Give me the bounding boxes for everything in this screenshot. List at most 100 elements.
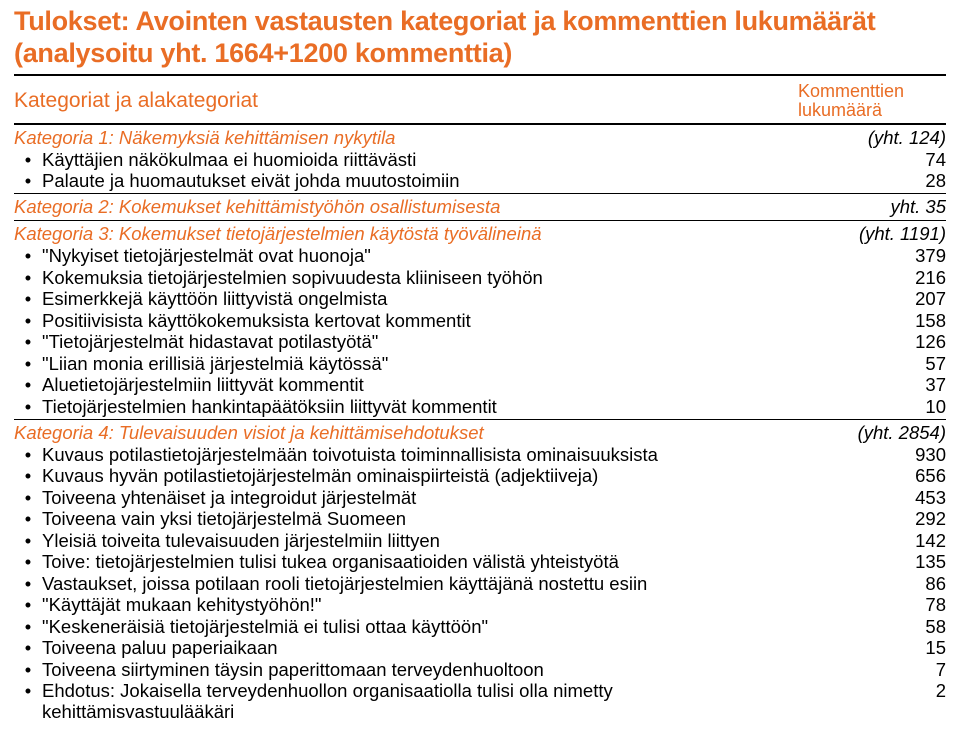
list-item: •Kuvaus potilastietojärjestelmään toivot… xyxy=(14,444,946,465)
list-item: •Käyttäjien näkökulmaa ei huomioida riit… xyxy=(14,149,946,170)
header-categories: Kategoriat ja alakategoriat xyxy=(14,89,798,113)
list-item-count: 2 xyxy=(798,680,946,701)
list-item-left: •Palaute ja huomautukset eivät johda muu… xyxy=(14,170,798,191)
bullet-icon: • xyxy=(14,149,42,170)
section-count: (yht. 124) xyxy=(798,127,946,149)
bullet-icon: • xyxy=(14,573,42,594)
bullet-icon: • xyxy=(14,331,42,352)
section-title: Kategoria 2: Kokemukset kehittämistyöhön… xyxy=(14,196,798,218)
list-item-left: •"Käyttäjät mukaan kehitystyöhön!" xyxy=(14,594,798,615)
bullet-icon: • xyxy=(14,616,42,637)
list-item-count: 28 xyxy=(798,170,946,191)
section-header: Kategoria 4: Tulevaisuuden visiot ja keh… xyxy=(14,420,946,444)
list-item-text: Toive: tietojärjestelmien tulisi tukea o… xyxy=(42,551,790,572)
bullet-icon: • xyxy=(14,508,42,529)
list-item-text: Esimerkkejä käyttöön liittyvistä ongelmi… xyxy=(42,288,790,309)
list-item-left: •Kuvaus potilastietojärjestelmään toivot… xyxy=(14,444,798,465)
list-item: •"Liian monia erillisiä järjestelmiä käy… xyxy=(14,353,946,374)
bullet-icon: • xyxy=(14,680,42,723)
list-item-count: 126 xyxy=(798,331,946,352)
list-item: •Toiveena vain yksi tietojärjestelmä Suo… xyxy=(14,508,946,529)
list-item-left: •"Nykyiset tietojärjestelmät ovat huonoj… xyxy=(14,245,798,266)
bullet-icon: • xyxy=(14,288,42,309)
list-item-text: Yleisiä toiveita tulevaisuuden järjestel… xyxy=(42,530,790,551)
list-item-left: •Esimerkkejä käyttöön liittyvistä ongelm… xyxy=(14,288,798,309)
list-item: •"Käyttäjät mukaan kehitystyöhön!"78 xyxy=(14,594,946,615)
list-item-left: •"Liian monia erillisiä järjestelmiä käy… xyxy=(14,353,798,374)
list-item-text: Positiivisista käyttökokemuksista kertov… xyxy=(42,310,790,331)
list-item: •Yleisiä toiveita tulevaisuuden järjeste… xyxy=(14,530,946,551)
list-item-count: 379 xyxy=(798,245,946,266)
bullet-icon: • xyxy=(14,444,42,465)
list-item: •Palaute ja huomautukset eivät johda muu… xyxy=(14,170,946,191)
section-count: (yht. 1191) xyxy=(798,223,946,245)
bullet-icon: • xyxy=(14,487,42,508)
section-header: Kategoria 2: Kokemukset kehittämistyöhön… xyxy=(14,194,946,218)
list-item-left: •Toiveena siirtyminen täysin paperittoma… xyxy=(14,659,798,680)
bullet-icon: • xyxy=(14,374,42,395)
list-item-text: Vastaukset, joissa potilaan rooli tietoj… xyxy=(42,573,790,594)
list-item-text: Ehdotus: Jokaisella terveydenhuollon org… xyxy=(42,680,790,723)
list-item: •Ehdotus: Jokaisella terveydenhuollon or… xyxy=(14,680,946,723)
list-item-text: Toiveena siirtyminen täysin paperittomaa… xyxy=(42,659,790,680)
bullet-icon: • xyxy=(14,245,42,266)
list-item: •Toive: tietojärjestelmien tulisi tukea … xyxy=(14,551,946,572)
list-item: •Kokemuksia tietojärjestelmien sopivuude… xyxy=(14,267,946,288)
list-item: •Toiveena yhtenäiset ja integroidut järj… xyxy=(14,487,946,508)
list-item: •Positiivisista käyttökokemuksista kerto… xyxy=(14,310,946,331)
bullet-icon: • xyxy=(14,530,42,551)
list-item-left: •"Keskeneräisiä tietojärjestelmiä ei tul… xyxy=(14,616,798,637)
list-item-text: Aluetietojärjestelmiin liittyvät komment… xyxy=(42,374,790,395)
list-item-count: 37 xyxy=(798,374,946,395)
bullet-icon: • xyxy=(14,353,42,374)
list-item-count: 10 xyxy=(798,396,946,417)
bullet-icon: • xyxy=(14,267,42,288)
list-item: •Aluetietojärjestelmiin liittyvät kommen… xyxy=(14,374,946,395)
list-item-count: 292 xyxy=(798,508,946,529)
bullet-icon: • xyxy=(14,396,42,417)
list-item-count: 207 xyxy=(798,288,946,309)
list-item-count: 15 xyxy=(798,637,946,658)
bullet-icon: • xyxy=(14,310,42,331)
list-item-count: 158 xyxy=(798,310,946,331)
header-count: Kommenttien lukumäärä xyxy=(798,82,946,120)
section-title: Kategoria 4: Tulevaisuuden visiot ja keh… xyxy=(14,422,798,444)
list-item-text: Tietojärjestelmien hankintapäätöksiin li… xyxy=(42,396,790,417)
section-title: Kategoria 3: Kokemukset tietojärjestelmi… xyxy=(14,223,798,245)
list-item-left: •"Tietojärjestelmät hidastavat potilasty… xyxy=(14,331,798,352)
list-item-text: "Käyttäjät mukaan kehitystyöhön!" xyxy=(42,594,790,615)
list-item: •"Nykyiset tietojärjestelmät ovat huonoj… xyxy=(14,245,946,266)
list-item: •"Tietojärjestelmät hidastavat potilasty… xyxy=(14,331,946,352)
list-item-count: 58 xyxy=(798,616,946,637)
list-item-count: 57 xyxy=(798,353,946,374)
list-item-left: •Tietojärjestelmien hankintapäätöksiin l… xyxy=(14,396,798,417)
list-item-left: •Toiveena vain yksi tietojärjestelmä Suo… xyxy=(14,508,798,529)
list-item-count: 86 xyxy=(798,573,946,594)
list-item: •"Keskeneräisiä tietojärjestelmiä ei tul… xyxy=(14,616,946,637)
section-count: (yht. 2854) xyxy=(798,422,946,444)
list-item: •Kuvaus hyvän potilastietojärjestelmän o… xyxy=(14,465,946,486)
list-item: •Toiveena siirtyminen täysin paperittoma… xyxy=(14,659,946,680)
list-item-count: 656 xyxy=(798,465,946,486)
list-item-left: •Kuvaus hyvän potilastietojärjestelmän o… xyxy=(14,465,798,486)
list-item: •Tietojärjestelmien hankintapäätöksiin l… xyxy=(14,396,946,417)
bullet-icon: • xyxy=(14,170,42,191)
section-count: yht. 35 xyxy=(798,196,946,218)
list-item-count: 142 xyxy=(798,530,946,551)
list-item-text: "Nykyiset tietojärjestelmät ovat huonoja… xyxy=(42,245,790,266)
list-item-text: Kokemuksia tietojärjestelmien sopivuudes… xyxy=(42,267,790,288)
list-item-count: 135 xyxy=(798,551,946,572)
list-item-left: •Käyttäjien näkökulmaa ei huomioida riit… xyxy=(14,149,798,170)
list-item-text: Palaute ja huomautukset eivät johda muut… xyxy=(42,170,790,191)
list-item: •Toiveena paluu paperiaikaan15 xyxy=(14,637,946,658)
list-item-left: •Positiivisista käyttökokemuksista kerto… xyxy=(14,310,798,331)
bullet-icon: • xyxy=(14,659,42,680)
list-item: •Vastaukset, joissa potilaan rooli tieto… xyxy=(14,573,946,594)
list-item-count: 930 xyxy=(798,444,946,465)
list-item-left: •Toiveena paluu paperiaikaan xyxy=(14,637,798,658)
list-item-count: 7 xyxy=(798,659,946,680)
section-header: Kategoria 1: Näkemyksiä kehittämisen nyk… xyxy=(14,125,946,149)
list-item-left: •Ehdotus: Jokaisella terveydenhuollon or… xyxy=(14,680,798,723)
list-item-text: Toiveena yhtenäiset ja integroidut järje… xyxy=(42,487,790,508)
list-item-left: •Kokemuksia tietojärjestelmien sopivuude… xyxy=(14,267,798,288)
